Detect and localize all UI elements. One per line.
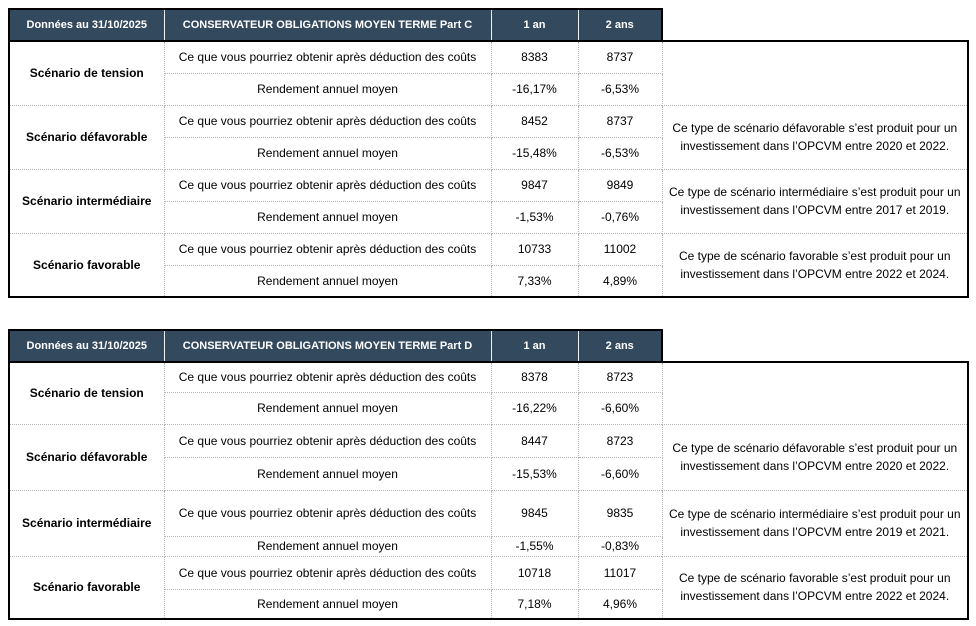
yield-value-2ans: -6,60% [577,456,663,491]
yield-value-1an: 7,33% [490,264,579,298]
scenario-label-tension: Scénario de tension [8,361,165,425]
yield-value-2ans: -6,53% [577,136,663,170]
yield-label: Rendement annuel moyen [163,391,492,425]
scenario-note-defavorable: Ce type de scénario défavorable s’est pr… [661,423,969,491]
header-col-1an: 1 an [490,329,578,363]
obtain-value-2ans: 9835 [577,489,663,537]
yield-value-2ans: -6,60% [577,391,663,425]
scenario-note-tension [661,40,969,106]
yield-value-1an: -15,48% [490,136,579,170]
yield-value-1an: -15,53% [490,456,579,491]
scenario-label-intermediaire: Scénario intermédiaire [8,489,165,557]
obtain-value-1an: 10718 [490,555,579,590]
table-row: Scénario intermédiaire Ce que vous pourr… [8,489,969,557]
table-row: Scénario de tension Ce que vous pourriez… [8,40,969,106]
obtain-label: Ce que vous pourriez obtenir après déduc… [163,555,492,590]
header-fund-title: CONSERVATEUR OBLIGATIONS MOYEN TERME Par… [163,8,491,42]
header-col-2ans: 2 ans [577,329,663,363]
yield-value-1an: -1,55% [490,535,579,557]
obtain-label: Ce que vous pourriez obtenir après déduc… [163,361,492,393]
obtain-value-2ans: 9849 [577,168,663,202]
scenario-note-intermediaire: Ce type de scénario intermédiaire s’est … [661,489,969,557]
yield-label: Rendement annuel moyen [163,588,492,620]
header-row: Données au 31/10/2025 CONSERVATEUR OBLIG… [8,329,968,363]
yield-value-1an: -16,22% [490,391,579,425]
header-row: Données au 31/10/2025 CONSERVATEUR OBLIG… [8,8,968,42]
table-row: Scénario favorable Ce que vous pourriez … [8,555,969,620]
table-row: Rendement annuel moyen 7,18% 4,96% [9,588,968,620]
header-spacer [662,9,968,42]
table-row: Scénario défavorable Ce que vous pourrie… [8,423,969,491]
obtain-value-1an: 8378 [490,361,579,393]
obtain-label: Ce que vous pourriez obtenir après déduc… [163,168,492,202]
yield-value-2ans: 4,96% [577,588,663,620]
yield-value-2ans: -6,53% [577,72,663,106]
header-date: Données au 31/10/2025 [8,329,164,363]
scenario-note-favorable: Ce type de scénario favorable s’est prod… [661,232,969,298]
table-row: Rendement annuel moyen -1,55% -0,83% [9,535,968,557]
scenario-note-favorable: Ce type de scénario favorable s’est prod… [661,555,969,620]
obtain-label: Ce que vous pourriez obtenir après déduc… [163,232,492,266]
performance-table-part-c: Données au 31/10/2025 CONSERVATEUR OBLIG… [8,8,969,298]
yield-label: Rendement annuel moyen [163,136,492,170]
obtain-value-1an: 9845 [490,489,579,537]
performance-table-part-d: Données au 31/10/2025 CONSERVATEUR OBLIG… [8,329,969,620]
obtain-value-2ans: 11002 [577,232,663,266]
table-row: Scénario de tension Ce que vous pourriez… [8,361,969,425]
scenario-note-intermediaire: Ce type de scénario intermédiaire s’est … [661,168,969,234]
yield-value-1an: -16,17% [490,72,579,106]
obtain-label: Ce que vous pourriez obtenir après déduc… [163,489,492,537]
table-row: Rendement annuel moyen -16,22% -6,60% [9,391,968,425]
yield-label: Rendement annuel moyen [163,456,492,491]
obtain-value-2ans: 8737 [577,104,663,138]
scenario-note-defavorable: Ce type de scénario défavorable s’est pr… [661,104,969,170]
table-row: Rendement annuel moyen -1,53% -0,76% [9,200,968,234]
table-row: Rendement annuel moyen 7,33% 4,89% [9,264,968,298]
obtain-value-2ans: 11017 [577,555,663,590]
obtain-value-2ans: 8723 [577,423,663,458]
obtain-value-1an: 9847 [490,168,579,202]
yield-label: Rendement annuel moyen [163,72,492,106]
obtain-value-2ans: 8737 [577,40,663,74]
header-spacer [662,330,968,363]
obtain-value-1an: 8447 [490,423,579,458]
header-col-2ans: 2 ans [577,8,663,42]
scenario-label-favorable: Scénario favorable [8,555,165,620]
obtain-label: Ce que vous pourriez obtenir après déduc… [163,423,492,458]
yield-label: Rendement annuel moyen [163,264,492,298]
table-row: Rendement annuel moyen -16,17% -6,53% [9,72,968,106]
scenario-label-defavorable: Scénario défavorable [8,104,165,170]
obtain-label: Ce que vous pourriez obtenir après déduc… [163,104,492,138]
header-fund-title: CONSERVATEUR OBLIGATIONS MOYEN TERME Par… [163,329,491,363]
yield-value-2ans: -0,83% [577,535,663,557]
table-row: Scénario favorable Ce que vous pourriez … [8,232,969,298]
scenario-label-intermediaire: Scénario intermédiaire [8,168,165,234]
header-date: Données au 31/10/2025 [8,8,164,42]
yield-label: Rendement annuel moyen [163,200,492,234]
scenario-label-defavorable: Scénario défavorable [8,423,165,491]
header-col-1an: 1 an [490,8,578,42]
obtain-value-1an: 8452 [490,104,579,138]
yield-value-2ans: -0,76% [577,200,663,234]
yield-value-2ans: 4,89% [577,264,663,298]
scenario-label-tension: Scénario de tension [8,40,165,106]
table-row: Rendement annuel moyen -15,48% -6,53% [9,136,968,170]
obtain-value-1an: 10733 [490,232,579,266]
yield-value-1an: 7,18% [490,588,579,620]
yield-value-1an: -1,53% [490,200,579,234]
obtain-label: Ce que vous pourriez obtenir après déduc… [163,40,492,74]
obtain-value-2ans: 8723 [577,361,663,393]
scenario-note-tension [661,361,969,425]
table-row: Scénario défavorable Ce que vous pourrie… [8,104,969,170]
scenario-label-favorable: Scénario favorable [8,232,165,298]
yield-label: Rendement annuel moyen [163,535,492,557]
table-row: Rendement annuel moyen -15,53% -6,60% [9,456,968,491]
obtain-value-1an: 8383 [490,40,579,74]
table-row: Scénario intermédiaire Ce que vous pourr… [8,168,969,234]
